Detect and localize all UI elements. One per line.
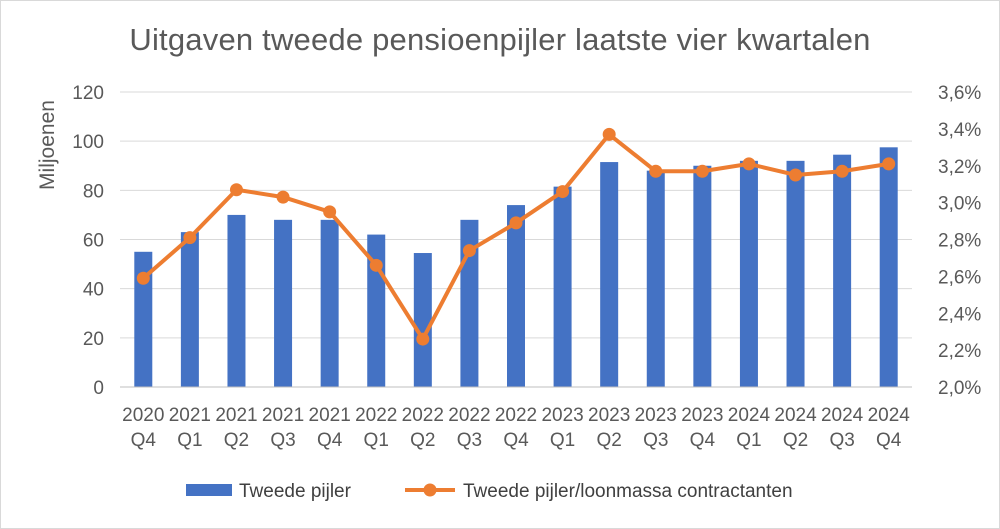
- y-tick-label: 0: [93, 378, 104, 399]
- x-tick-label-quarter: Q1: [177, 430, 202, 451]
- x-tick-label-quarter: Q1: [550, 430, 575, 451]
- line-point: [369, 258, 383, 272]
- x-tick-label-year: 2024: [728, 405, 771, 426]
- bar: [879, 147, 898, 387]
- x-tick-label-year: 2020: [122, 405, 164, 426]
- x-tick-label-year: 2024: [821, 405, 864, 426]
- line-point: [882, 157, 896, 171]
- line-point: [229, 183, 243, 197]
- x-tick-label-quarter: Q4: [690, 430, 716, 451]
- line-point: [835, 164, 849, 178]
- x-tick-label-year: 2024: [774, 405, 817, 426]
- line-point: [276, 190, 290, 204]
- y2-tick-label: 3,0%: [938, 194, 981, 215]
- x-tick-label-quarter: Q2: [783, 430, 808, 451]
- x-tick-label-year: 2023: [635, 405, 677, 426]
- legend-label-line: Tweede pijler/loonmassa contractanten: [463, 481, 793, 502]
- line-point: [602, 127, 616, 141]
- y2-tick-label: 2,4%: [938, 304, 981, 325]
- bar: [180, 232, 199, 387]
- x-tick-label-quarter: Q1: [736, 430, 761, 451]
- line-point: [323, 205, 337, 219]
- y-tick-label: 120: [72, 83, 104, 104]
- bar: [553, 186, 572, 387]
- y-tick-label: 20: [83, 329, 104, 350]
- bar: [274, 219, 293, 387]
- x-tick-label-year: 2023: [588, 405, 630, 426]
- x-tick-label-quarter: Q2: [224, 430, 249, 451]
- bar: [320, 219, 339, 387]
- bar: [600, 162, 619, 387]
- line-point: [136, 271, 150, 285]
- x-tick-label-quarter: Q1: [364, 430, 389, 451]
- x-tick-label-quarter: Q4: [876, 430, 902, 451]
- line-point: [556, 185, 570, 199]
- line-point: [416, 332, 430, 346]
- x-tick-label-year: 2021: [215, 405, 257, 426]
- line-point: [649, 164, 663, 178]
- y2-tick-label: 2,2%: [938, 341, 981, 362]
- bar-series: [134, 147, 898, 387]
- line-point: [742, 157, 756, 171]
- legend-label-bars: Tweede pijler: [239, 481, 352, 502]
- y2-tick-label: 3,2%: [938, 157, 981, 178]
- y2-tick-label: 2,6%: [938, 267, 981, 288]
- x-tick-label-quarter: Q2: [596, 430, 621, 451]
- y-tick-label: 40: [83, 280, 104, 301]
- y2-tick-label: 2,8%: [938, 231, 981, 252]
- bar: [507, 205, 525, 387]
- y2-tick-label: 2,0%: [938, 378, 981, 399]
- bar: [833, 154, 852, 387]
- bar: [693, 165, 712, 387]
- line-point: [509, 216, 523, 230]
- bar: [786, 160, 805, 387]
- legend-line-marker: [423, 483, 437, 497]
- bar: [227, 214, 246, 387]
- bar: [646, 170, 665, 387]
- x-tick-label-year: 2023: [541, 405, 583, 426]
- chart-title: Uitgaven tweede pensioenpijler laatste v…: [129, 22, 871, 57]
- axes: 0 20 40 60 80 100 120 2,0% 2,2% 2,4% 2,6% 2,8% 3,0% 3…: [72, 83, 981, 451]
- y-tick-label: 60: [83, 231, 104, 252]
- x-tick-label-year: 2022: [355, 405, 397, 426]
- x-tick-label-year: 2021: [309, 405, 351, 426]
- x-tick-label-quarter: Q4: [317, 430, 343, 451]
- bar: [134, 251, 153, 387]
- x-tick-label-quarter: Q3: [457, 430, 482, 451]
- y2-tick-label: 3,4%: [938, 120, 981, 141]
- bar: [413, 253, 432, 387]
- x-tick-label-year: 2023: [681, 405, 723, 426]
- x-tick-label-year: 2022: [448, 405, 490, 426]
- legend: Tweede pijler Tweede pijler/loonmassa con…: [186, 481, 793, 502]
- y2-tick-label: 3,6%: [938, 83, 981, 104]
- y-axis-title: Miljoenen: [36, 100, 59, 190]
- line-point: [789, 168, 803, 182]
- line-point: [462, 244, 476, 258]
- x-tick-label-quarter: Q2: [410, 430, 435, 451]
- x-tick-label-year: 2021: [262, 405, 304, 426]
- x-tick-label-quarter: Q3: [270, 430, 295, 451]
- x-tick-label-year: 2022: [402, 405, 444, 426]
- y-tick-label: 100: [72, 132, 104, 153]
- line-series: [136, 127, 896, 346]
- bar: [739, 160, 758, 387]
- x-tick-label-year: 2024: [868, 405, 911, 426]
- line-point: [183, 231, 197, 245]
- y-tick-label: 80: [83, 181, 104, 202]
- x-tick-label-quarter: Q3: [643, 430, 668, 451]
- x-tick-label-quarter: Q4: [503, 430, 529, 451]
- x-tick-label-quarter: Q3: [829, 430, 854, 451]
- legend-bar-swatch: [186, 484, 232, 496]
- line-point: [695, 164, 709, 178]
- x-tick-label-year: 2021: [169, 405, 211, 426]
- x-tick-label-year: 2022: [495, 405, 537, 426]
- x-tick-label-quarter: Q4: [131, 430, 157, 451]
